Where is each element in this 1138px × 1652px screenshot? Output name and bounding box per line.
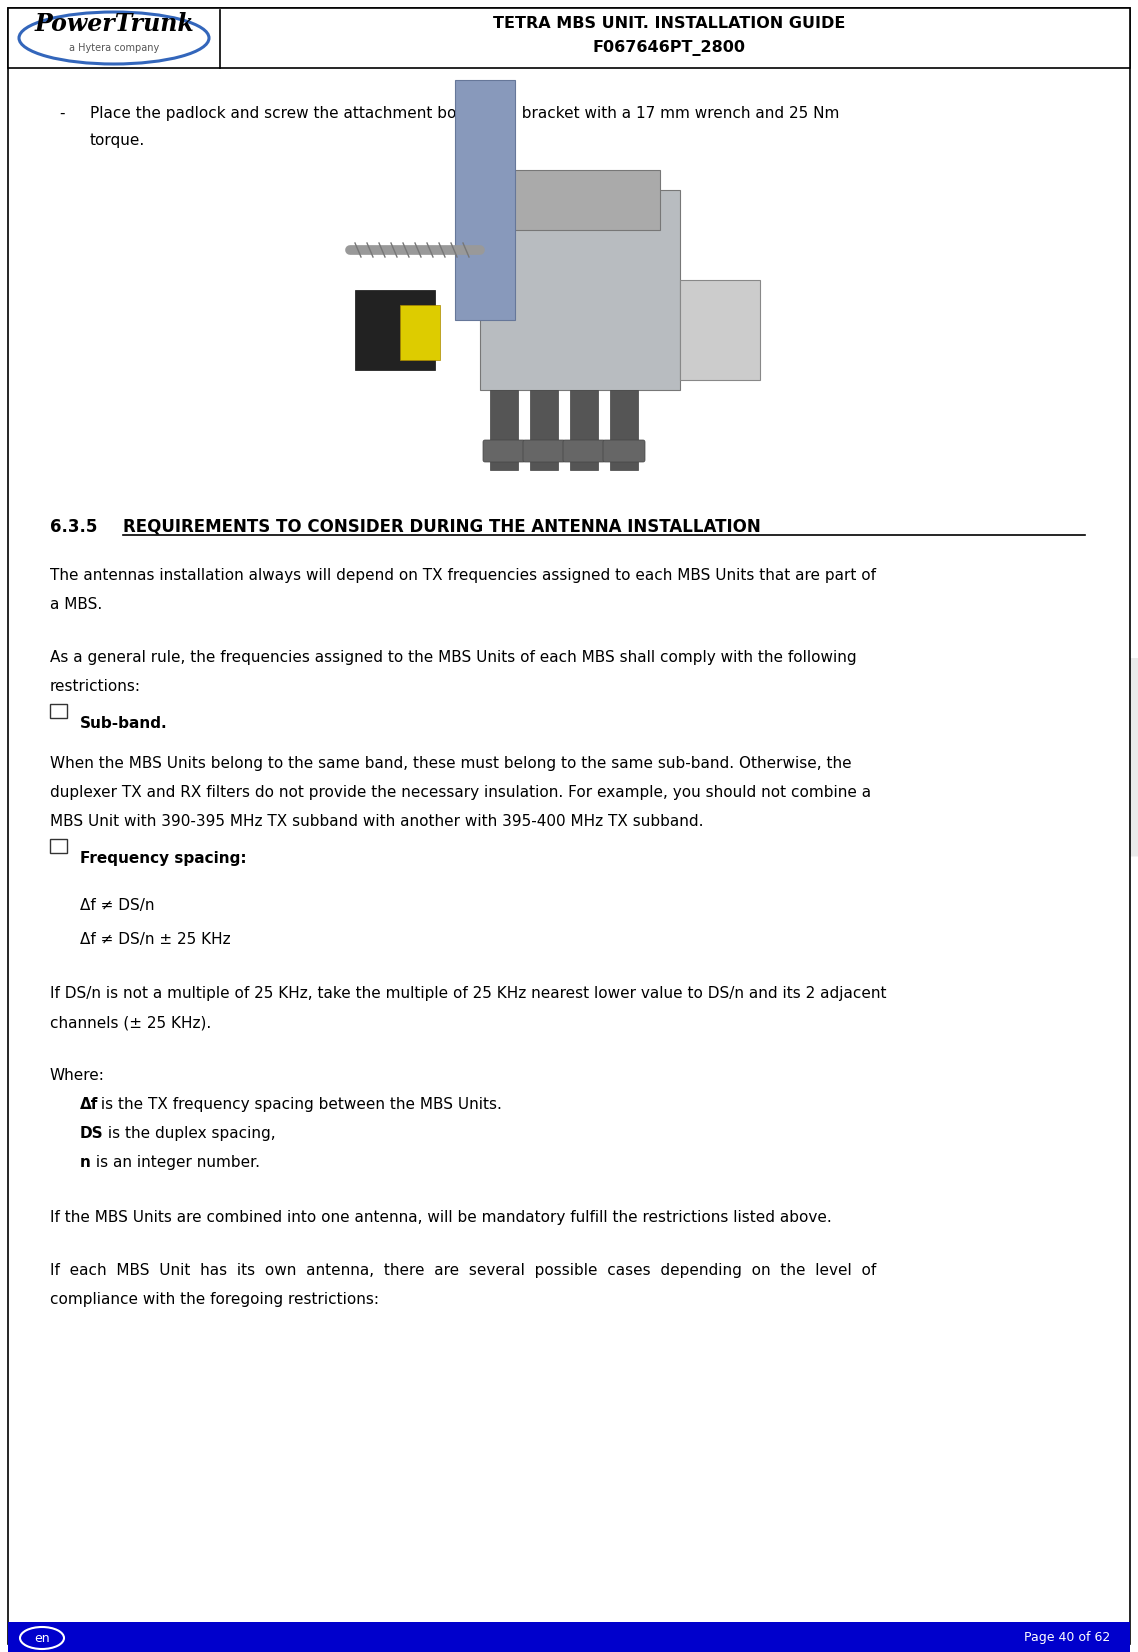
Text: Where:: Where: — [50, 1067, 105, 1084]
Text: n: n — [80, 1155, 91, 1170]
FancyBboxPatch shape — [483, 439, 525, 463]
Text: compliance with the foregoing restrictions:: compliance with the foregoing restrictio… — [50, 1292, 379, 1307]
FancyBboxPatch shape — [8, 8, 1130, 1644]
Text: Δf ≠ DS/n ± 25 KHz: Δf ≠ DS/n ± 25 KHz — [80, 932, 231, 947]
Text: a MBS.: a MBS. — [50, 596, 102, 611]
FancyBboxPatch shape — [523, 439, 564, 463]
Text: Sub-band.: Sub-band. — [80, 715, 167, 730]
Text: Δf: Δf — [80, 1097, 98, 1112]
Text: If DS/n is not a multiple of 25 KHz, take the multiple of 25 KHz nearest lower v: If DS/n is not a multiple of 25 KHz, tak… — [50, 986, 887, 1001]
FancyBboxPatch shape — [455, 79, 516, 320]
FancyBboxPatch shape — [530, 390, 558, 471]
FancyBboxPatch shape — [480, 170, 660, 230]
FancyBboxPatch shape — [610, 390, 638, 471]
Text: en: en — [34, 1632, 50, 1644]
FancyBboxPatch shape — [50, 704, 67, 719]
FancyBboxPatch shape — [490, 390, 518, 471]
FancyBboxPatch shape — [570, 390, 597, 471]
Text: Place the padlock and screw the attachment bolt to the bracket with a 17 mm wren: Place the padlock and screw the attachme… — [90, 106, 840, 121]
Text: When the MBS Units belong to the same band, these must belong to the same sub-ba: When the MBS Units belong to the same ba… — [50, 757, 851, 771]
Text: Frequency spacing:: Frequency spacing: — [80, 851, 247, 866]
FancyBboxPatch shape — [355, 291, 435, 370]
FancyBboxPatch shape — [681, 279, 760, 380]
Text: is the duplex spacing,: is the duplex spacing, — [104, 1127, 275, 1142]
Text: is an integer number.: is an integer number. — [91, 1155, 259, 1170]
Text: 6.3.5: 6.3.5 — [50, 519, 98, 535]
Text: TETRA MBS UNIT. INSTALLATION GUIDE: TETRA MBS UNIT. INSTALLATION GUIDE — [493, 17, 846, 31]
Text: DRAFT: DRAFT — [193, 649, 1138, 910]
FancyBboxPatch shape — [603, 439, 645, 463]
Text: a Hytera company: a Hytera company — [69, 43, 159, 53]
Text: REQUIREMENTS TO CONSIDER DURING THE ANTENNA INSTALLATION: REQUIREMENTS TO CONSIDER DURING THE ANTE… — [123, 519, 760, 535]
Text: is the TX frequency spacing between the MBS Units.: is the TX frequency spacing between the … — [96, 1097, 502, 1112]
FancyBboxPatch shape — [8, 8, 1130, 68]
FancyBboxPatch shape — [50, 839, 67, 852]
Text: Page 40 of 62: Page 40 of 62 — [1024, 1632, 1110, 1644]
Text: duplexer TX and RX filters do not provide the necessary insulation. For example,: duplexer TX and RX filters do not provid… — [50, 785, 871, 800]
FancyBboxPatch shape — [563, 439, 605, 463]
FancyBboxPatch shape — [480, 190, 681, 390]
Text: DS: DS — [80, 1127, 104, 1142]
Text: restrictions:: restrictions: — [50, 679, 141, 694]
Text: If the MBS Units are combined into one antenna, will be mandatory fulfill the re: If the MBS Units are combined into one a… — [50, 1209, 832, 1226]
FancyBboxPatch shape — [399, 306, 440, 360]
Text: -: - — [59, 106, 65, 121]
Text: MBS Unit with 390-395 MHz TX subband with another with 395-400 MHz TX subband.: MBS Unit with 390-395 MHz TX subband wit… — [50, 814, 703, 829]
Text: Δf ≠ DS/n: Δf ≠ DS/n — [80, 899, 155, 914]
Text: channels (± 25 KHz).: channels (± 25 KHz). — [50, 1014, 212, 1029]
Text: The antennas installation always will depend on TX frequencies assigned to each : The antennas installation always will de… — [50, 568, 876, 583]
Text: torque.: torque. — [90, 134, 146, 149]
Text: F067646PT_2800: F067646PT_2800 — [593, 40, 745, 56]
FancyBboxPatch shape — [8, 1622, 1130, 1652]
Text: If  each  MBS  Unit  has  its  own  antenna,  there  are  several  possible  cas: If each MBS Unit has its own antenna, th… — [50, 1264, 876, 1279]
Text: PowerTrunk: PowerTrunk — [34, 12, 193, 36]
Text: As a general rule, the frequencies assigned to the MBS Units of each MBS shall c: As a general rule, the frequencies assig… — [50, 649, 857, 666]
